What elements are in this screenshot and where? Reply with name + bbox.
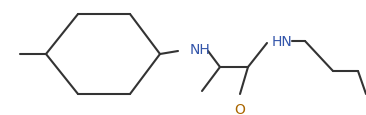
Text: NH: NH [190,43,211,56]
Text: O: O [235,102,246,115]
Text: HN: HN [272,35,293,49]
